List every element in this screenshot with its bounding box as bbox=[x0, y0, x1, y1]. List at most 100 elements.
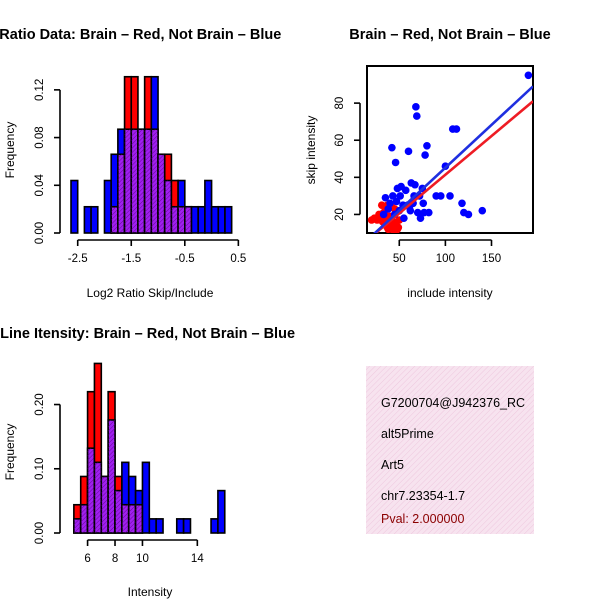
intensity-y-tick-label: 0.20 bbox=[34, 393, 46, 415]
not-brain-point bbox=[391, 158, 400, 167]
not-brain-point bbox=[423, 141, 431, 150]
log-ratio-bar bbox=[70, 179, 79, 234]
not-brain-point bbox=[458, 199, 466, 208]
not-brain-point bbox=[400, 214, 408, 222]
intensity-xlabel: Intensity bbox=[128, 585, 173, 599]
log-ratio-overlap-hatch bbox=[164, 180, 172, 233]
log-ratio-ylabel: Frequency bbox=[3, 122, 17, 179]
info-event-name: Art5 bbox=[381, 458, 404, 472]
not-brain-point bbox=[389, 192, 397, 200]
scatter-xlabel: include intensity bbox=[407, 286, 492, 300]
intensity-x-tick-label: 10 bbox=[136, 553, 149, 565]
scatter-y-tick-label: 80 bbox=[334, 97, 346, 110]
log-ratio-bar bbox=[197, 205, 206, 234]
intensity-overlap-hatch bbox=[80, 504, 88, 533]
log-ratio-title: Log Ratio Data: Brain – Red, Not Brain –… bbox=[0, 27, 281, 43]
log-ratio-bar bbox=[204, 179, 213, 234]
log-ratio-bars bbox=[70, 75, 233, 234]
brain-point bbox=[394, 223, 403, 232]
info-location: chr7.23354-1.7 bbox=[381, 489, 465, 503]
intensity-bar bbox=[148, 518, 157, 534]
not-brain-point bbox=[424, 208, 433, 217]
intensity-histogram: Probe Line Itensity: Brain – Red, Not Br… bbox=[0, 326, 295, 599]
not-brain-point bbox=[386, 199, 394, 208]
not-brain-point bbox=[478, 206, 487, 215]
log-ratio-bar bbox=[217, 205, 226, 234]
not-brain-fit-line bbox=[373, 85, 533, 233]
not-brain-point bbox=[406, 206, 415, 215]
intensity-bar bbox=[210, 518, 219, 534]
intensity-y-tick-label: 0.00 bbox=[34, 522, 46, 544]
not-brain-point bbox=[392, 197, 401, 206]
not-brain-point bbox=[436, 192, 445, 200]
not-brain-point bbox=[401, 186, 410, 195]
log-ratio-overlap-hatch bbox=[137, 129, 145, 233]
intensity-bar bbox=[141, 461, 151, 534]
intensity-ylabel: Frequency bbox=[3, 424, 17, 481]
intensity-x-tick-label: 6 bbox=[84, 553, 90, 565]
intensity-y-axis: 0.00 0.10 0.20 bbox=[34, 393, 61, 544]
not-brain-point bbox=[421, 151, 429, 159]
scatter-y-axis: 20 40 60 80 bbox=[334, 97, 361, 221]
log-ratio-y-tick-label: 0.08 bbox=[34, 126, 46, 148]
log-ratio-bar bbox=[83, 205, 92, 234]
not-brain-point bbox=[413, 112, 421, 120]
not-brain-point bbox=[381, 193, 390, 202]
not-brain-point bbox=[411, 180, 419, 189]
intensity-bar bbox=[175, 518, 185, 534]
not-brain-point bbox=[379, 210, 388, 219]
log-ratio-bar bbox=[190, 205, 199, 234]
log-ratio-overlap-hatch bbox=[117, 154, 125, 233]
log-ratio-x-axis: -2.5 -1.5 -0.5 0.5 bbox=[68, 239, 246, 265]
log-ratio-y-axis: 0.00 0.04 0.08 0.12 bbox=[34, 79, 61, 244]
intensity-overlap-hatch bbox=[101, 476, 109, 533]
log-ratio-overlap-hatch bbox=[158, 154, 165, 233]
log-ratio-x-tick-label: -1.5 bbox=[121, 253, 141, 265]
log-ratio-x-tick-label: -2.5 bbox=[68, 253, 88, 265]
scatter-x-tick-label: 150 bbox=[482, 253, 501, 265]
not-brain-point bbox=[396, 192, 405, 200]
scatter-title: Brain – Red, Not Brain – Blue bbox=[349, 27, 550, 43]
not-brain-point bbox=[416, 214, 425, 222]
scatter-y-tick-label: 60 bbox=[334, 134, 346, 147]
scatter-ylabel: skip intensity bbox=[304, 116, 318, 185]
intensity-bar bbox=[155, 518, 164, 534]
scatter-fit-lines bbox=[373, 85, 533, 233]
intensity-title: Probe Line Itensity: Brain – Red, Not Br… bbox=[0, 326, 295, 342]
log-ratio-histogram: Log Ratio Data: Brain – Red, Not Brain –… bbox=[0, 27, 281, 300]
intensity-overlap-hatch bbox=[135, 504, 143, 533]
not-brain-point bbox=[452, 125, 461, 133]
not-brain-point bbox=[446, 192, 454, 200]
scatter-frame bbox=[366, 65, 534, 234]
log-ratio-overlap-hatch bbox=[184, 206, 192, 233]
intensity-overlap-hatch bbox=[87, 448, 95, 533]
not-brain-point bbox=[388, 143, 396, 152]
intensity-overlap-hatch bbox=[108, 419, 116, 533]
brain-point bbox=[384, 225, 393, 233]
not-brain-point bbox=[464, 210, 473, 219]
intensity-overlap-hatch bbox=[128, 504, 136, 533]
log-ratio-bar bbox=[103, 179, 112, 234]
brain-point bbox=[377, 201, 386, 209]
intensity-overlap-hatch bbox=[73, 518, 81, 533]
info-event-type: alt5Prime bbox=[381, 427, 434, 441]
scatter-y-tick-label: 40 bbox=[334, 171, 346, 184]
not-brain-point bbox=[524, 71, 533, 80]
intensity-bar bbox=[182, 518, 192, 534]
intensity-overlap-hatch bbox=[94, 462, 102, 533]
intensity-bar bbox=[217, 489, 226, 534]
log-ratio-y-tick-label: 0.12 bbox=[34, 79, 46, 101]
intensity-overlap-hatch bbox=[121, 504, 129, 533]
intensity-x-axis: 6 8 10 14 bbox=[84, 539, 204, 565]
intensity-scatter: Brain – Red, Not Brain – Blue 50 100 150 2… bbox=[304, 27, 551, 300]
log-ratio-bar bbox=[210, 205, 220, 234]
log-ratio-overlap-hatch bbox=[124, 129, 132, 233]
scatter-x-tick-label: 100 bbox=[436, 253, 455, 265]
intensity-y-tick-label: 0.10 bbox=[34, 458, 46, 480]
log-ratio-x-tick-label: 0.5 bbox=[230, 253, 246, 265]
brain-fit-line bbox=[373, 100, 533, 233]
info-pval: Pval: 2.000000 bbox=[381, 512, 464, 526]
intensity-x-tick-label: 14 bbox=[191, 553, 204, 565]
log-ratio-xlabel: Log2 Ratio Skip/Include bbox=[87, 286, 214, 300]
